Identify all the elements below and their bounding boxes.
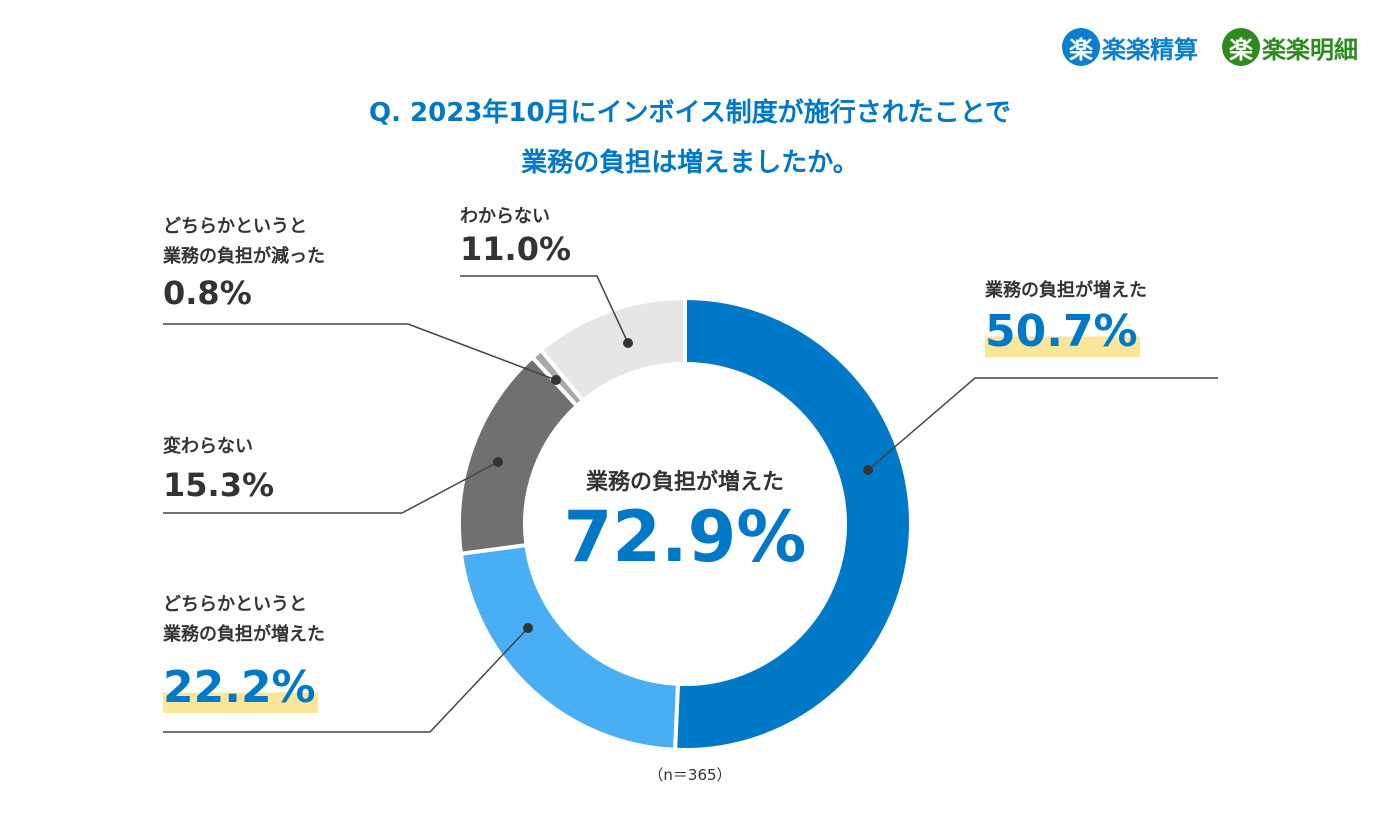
value-label: 11.0% bbox=[460, 230, 572, 268]
leader-line bbox=[163, 323, 557, 381]
category-label: わからない bbox=[460, 206, 550, 227]
center-value: 72.9% bbox=[563, 496, 807, 578]
category-label: 業務の負担が増えた bbox=[985, 280, 1147, 301]
center-label: 業務の負担が増えた bbox=[585, 470, 784, 495]
value-label: 15.3% bbox=[163, 466, 275, 504]
leader-dot bbox=[493, 457, 503, 467]
logo: 楽楽楽明細 bbox=[1222, 28, 1358, 66]
category-label: 変わらない bbox=[163, 436, 253, 457]
leader-line bbox=[163, 461, 499, 514]
leader-dot bbox=[523, 623, 533, 633]
value-label: 0.8% bbox=[163, 274, 252, 312]
chart-title: Q. 2023年10月にインボイス制度が施行されたことで bbox=[368, 98, 1012, 128]
logo-name: 楽楽明細 bbox=[1262, 35, 1358, 64]
value-label: 22.2% bbox=[163, 662, 318, 713]
leader-line bbox=[867, 377, 1218, 471]
leader-line bbox=[460, 275, 629, 344]
donut-segment bbox=[538, 295, 687, 404]
donut-segment bbox=[672, 295, 913, 752]
logo-icon: 楽 bbox=[1222, 28, 1260, 66]
leader-dot bbox=[623, 338, 633, 348]
category-label: どちらかというと 業務の負担が増えた bbox=[163, 594, 325, 645]
chart-title: 業務の負担は増えましたか。 bbox=[521, 148, 859, 178]
logo: 楽楽楽精算 bbox=[1062, 28, 1198, 66]
logo-icon: 楽 bbox=[1062, 28, 1100, 66]
leader-dot bbox=[551, 375, 561, 385]
logo-name: 楽楽精算 bbox=[1102, 35, 1198, 64]
note: （n＝365） bbox=[648, 766, 732, 784]
leader-line bbox=[163, 627, 529, 733]
value-label: 50.7% bbox=[985, 306, 1140, 357]
leader-dot bbox=[863, 465, 873, 475]
category-label: どちらかというと 業務の負担が減った bbox=[163, 216, 325, 267]
